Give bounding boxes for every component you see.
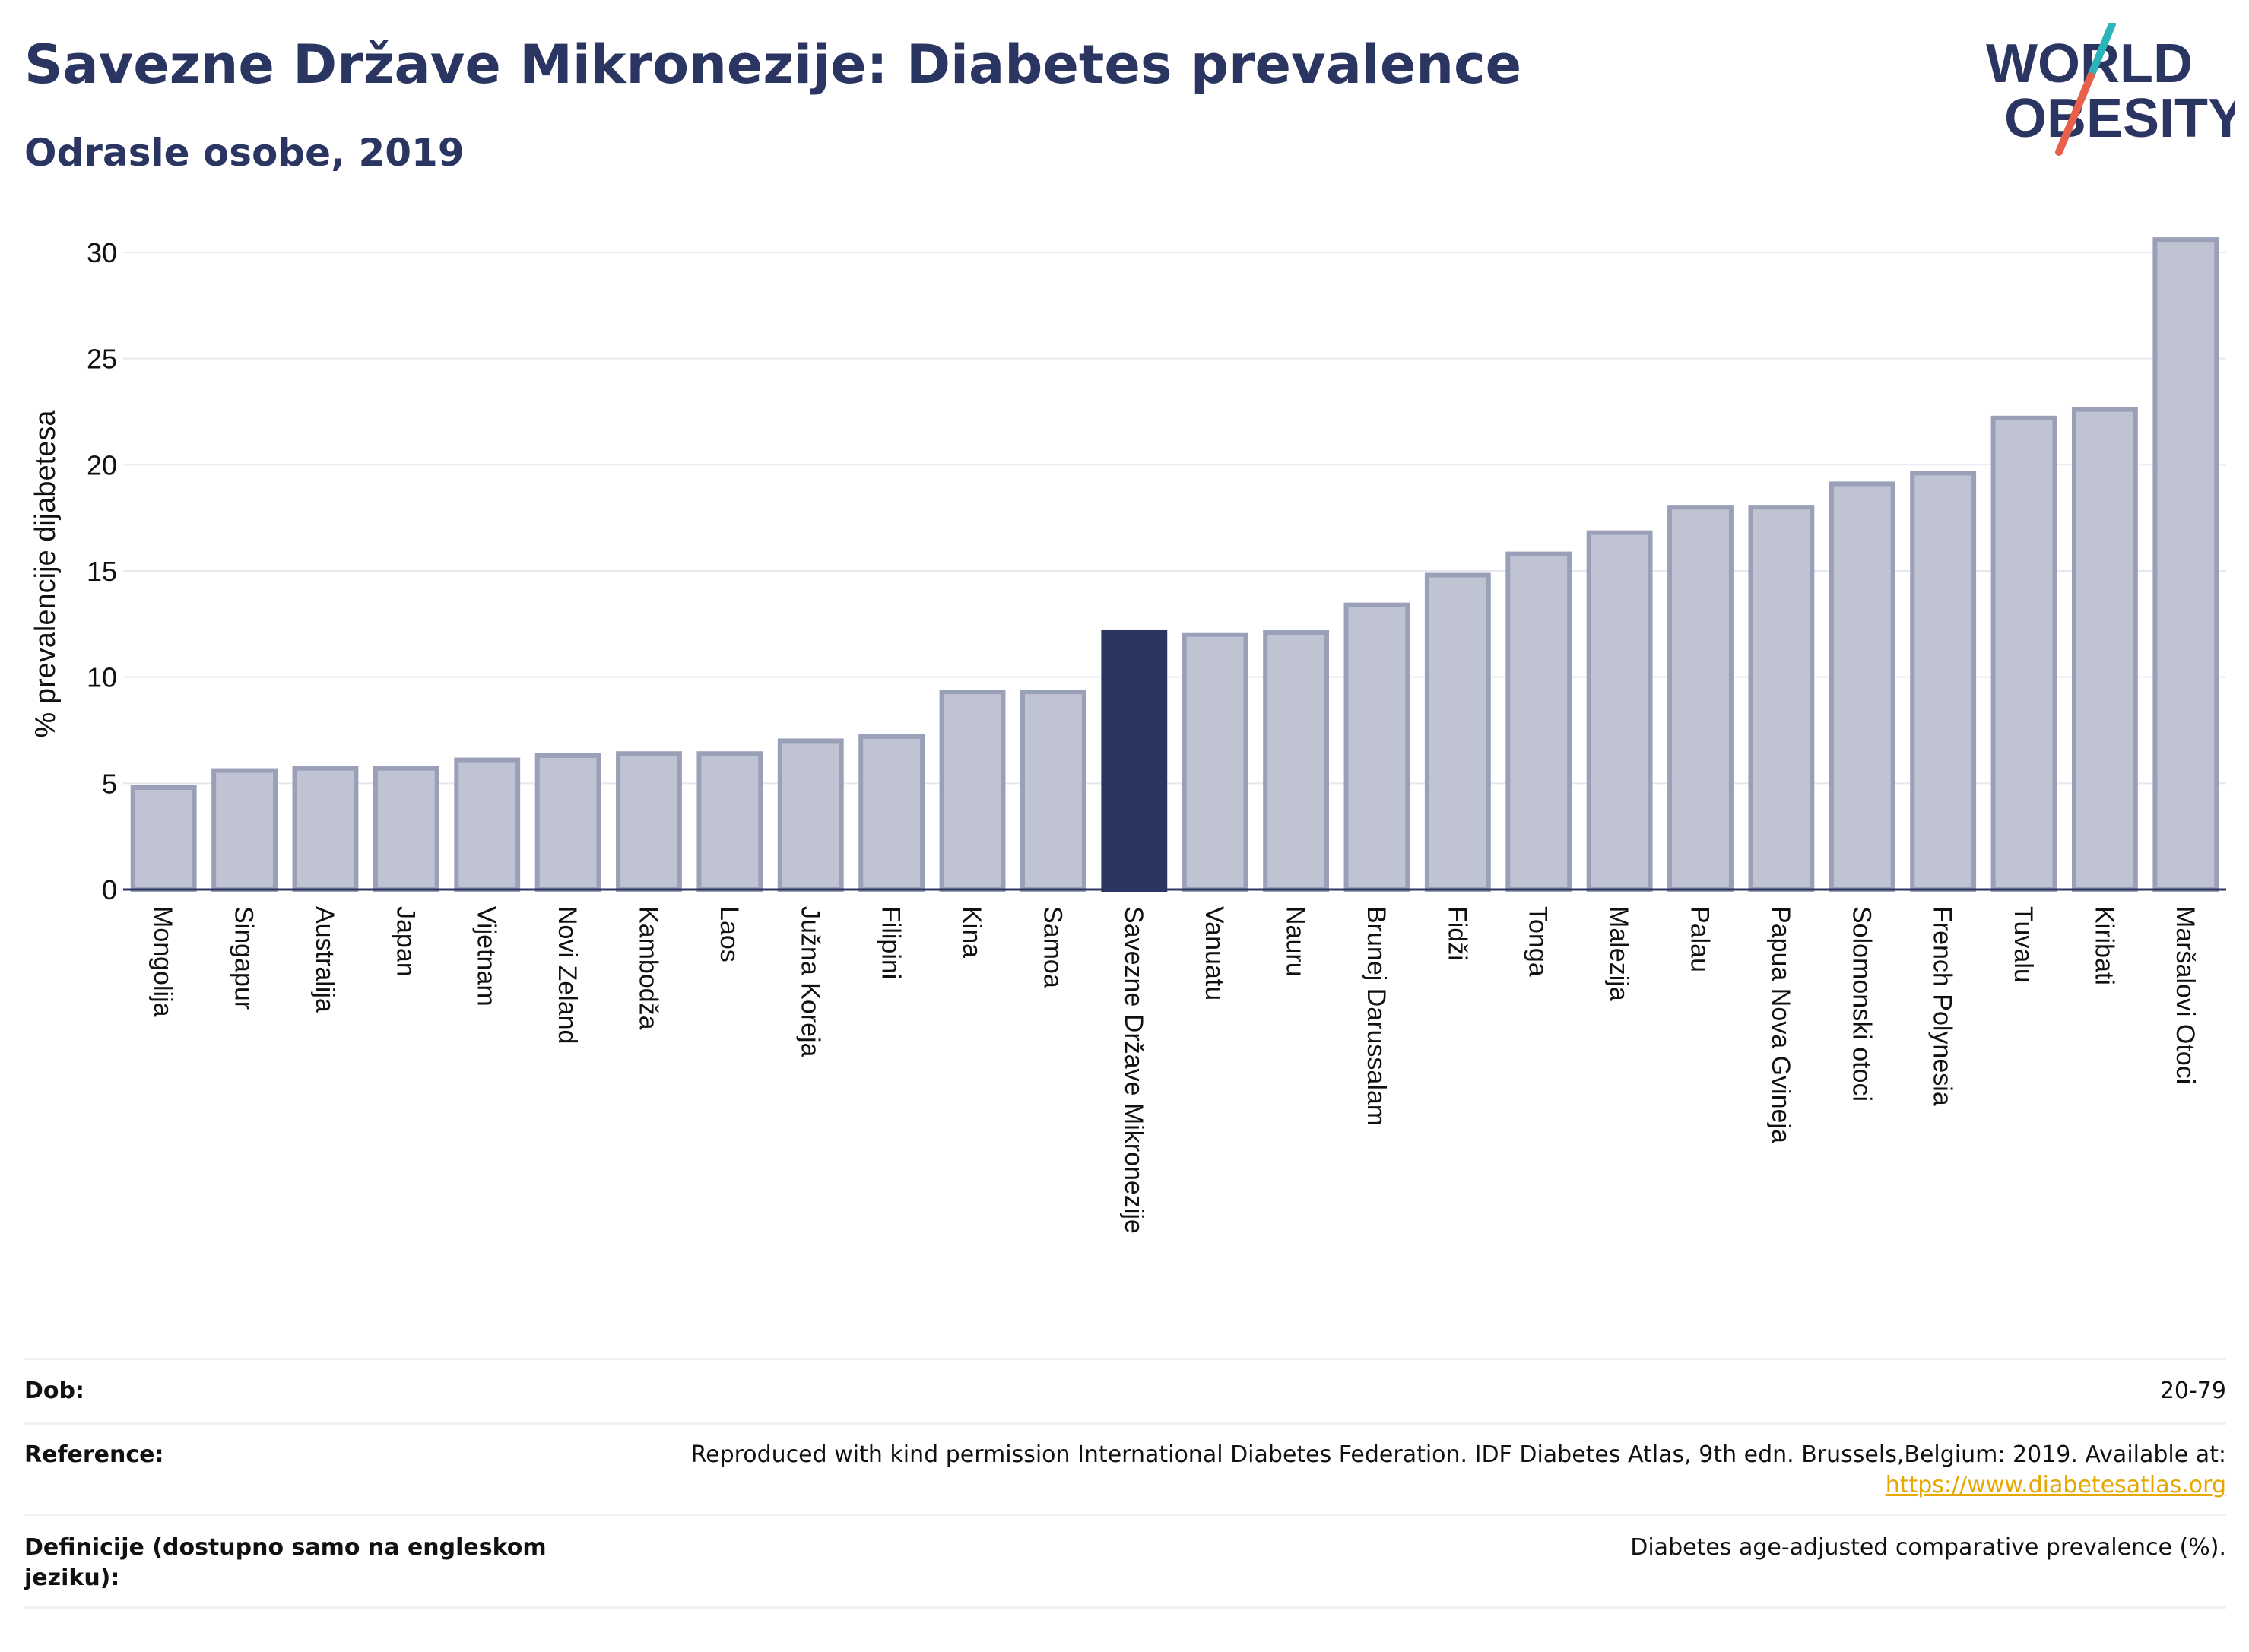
reference-link[interactable]: https://www.diabetesatlas.org xyxy=(1885,1472,2226,1498)
x-tick-labels: Mongolija Singapur Australija Japan Vijetnam… xyxy=(148,906,2200,1234)
info-row-reference: Reference: Reproduced with kind permissi… xyxy=(24,1422,2226,1514)
chart-title: Savezne Države Mikronezije: Diabetes pre… xyxy=(24,33,1522,96)
x-tick-label: Južna Koreja xyxy=(795,906,824,1057)
x-tick-label: Australija xyxy=(310,906,339,1013)
y-tick-label: 0 xyxy=(102,874,117,905)
y-tick-label: 15 xyxy=(87,556,117,587)
x-tick-label: Palau xyxy=(1686,906,1715,972)
bar xyxy=(1667,505,1734,893)
bar xyxy=(1910,471,1977,892)
bar xyxy=(696,751,763,893)
bar xyxy=(373,766,439,892)
x-tick-label: Papua Nova Gvineja xyxy=(1766,906,1795,1143)
x-tick-label: Brunej Darussalam xyxy=(1362,906,1391,1126)
y-tick-labels: 0 5 10 15 20 25 30 xyxy=(87,237,117,905)
x-tick-label: Laos xyxy=(715,906,744,962)
x-tick-label: French Polynesia xyxy=(1928,906,1957,1106)
x-tick-label: Tuvalu xyxy=(2009,906,2038,983)
age-value: 20-79 xyxy=(2159,1378,2226,1404)
x-tick-label: Novi Zeland xyxy=(553,906,582,1044)
bar xyxy=(1505,551,1572,892)
bar xyxy=(2152,237,2219,892)
bar xyxy=(534,753,601,892)
bar xyxy=(858,734,925,892)
x-tick-label: Kambodža xyxy=(634,906,663,1030)
y-tick-label: 10 xyxy=(87,662,117,693)
definition-value: Diabetes age-adjusted comparative preval… xyxy=(1630,1534,2226,1561)
reference-text: Reproduced with kind permission Internat… xyxy=(690,1441,2226,1468)
bar xyxy=(454,757,521,892)
logo-text-obesity: OBESITY xyxy=(2004,88,2235,149)
x-tick-label: Kiribati xyxy=(2089,906,2118,985)
x-tick-label: Filipini xyxy=(877,906,906,979)
x-tick-label: Vijetnam xyxy=(472,906,501,1007)
bar xyxy=(777,738,844,893)
bar-highlighted xyxy=(1101,629,1168,892)
bars xyxy=(130,237,2219,893)
x-tick-label: Japan xyxy=(391,906,420,977)
x-tick-label: Vanuatu xyxy=(1200,906,1229,1000)
reference-label: Reference: xyxy=(24,1441,164,1468)
info-table: Dob: 20-79 Reference: Reproduced with ki… xyxy=(24,1358,2226,1609)
info-row-definition: Definicije (dostupno samo na engleskom j… xyxy=(24,1514,2226,1609)
bar xyxy=(1343,602,1410,893)
bar xyxy=(2071,407,2138,892)
bar xyxy=(1424,572,1491,892)
definition-label: Definicije (dostupno samo na engleskom j… xyxy=(24,1534,547,1591)
y-tick-label: 20 xyxy=(87,449,117,480)
bar xyxy=(292,766,359,892)
x-tick-label: Nauru xyxy=(1281,906,1310,977)
x-tick-label: Mongolija xyxy=(148,906,177,1017)
bar xyxy=(130,785,197,893)
age-label: Dob: xyxy=(24,1378,84,1404)
world-obesity-logo: WORLD OBESITY xyxy=(1986,23,2235,156)
x-tick-label: Samoa xyxy=(1038,906,1067,988)
bar xyxy=(1829,481,1895,892)
x-tick-label: Kina xyxy=(957,906,986,958)
x-tick-label: Savezne Države Mikronezije xyxy=(1119,906,1148,1234)
x-tick-label: Singapur xyxy=(230,906,259,1010)
x-tick-label: Malezija xyxy=(1604,906,1633,1001)
bar xyxy=(1182,632,1248,892)
bar xyxy=(1020,690,1086,892)
x-tick-label: Fidži xyxy=(1442,906,1471,961)
x-tick-label: Maršalovi Otoci xyxy=(2171,906,2200,1084)
y-tick-label: 30 xyxy=(87,237,117,268)
info-row-age: Dob: 20-79 xyxy=(24,1358,2226,1422)
bar xyxy=(1586,530,1653,893)
bar xyxy=(1263,629,1330,892)
bar xyxy=(1748,505,1815,893)
y-axis-label: % prevalencije dijabetesa xyxy=(30,410,62,738)
bar xyxy=(1990,415,2057,892)
bar-chart: 0 5 10 15 20 25 30 Mongolija Singapur Australija… xyxy=(30,237,2226,1234)
bar xyxy=(616,751,682,893)
x-tick-label: Tonga xyxy=(1524,906,1553,977)
chart-subtitle: Odrasle osobe, 2019 xyxy=(24,131,465,175)
x-tick-label: Solomonski otoci xyxy=(1847,906,1876,1102)
reference-value: Reproduced with kind permission Internat… xyxy=(691,1440,2226,1501)
bar xyxy=(211,768,278,892)
y-tick-label: 25 xyxy=(87,344,117,375)
bar xyxy=(939,690,1006,892)
y-tick-label: 5 xyxy=(102,768,117,799)
